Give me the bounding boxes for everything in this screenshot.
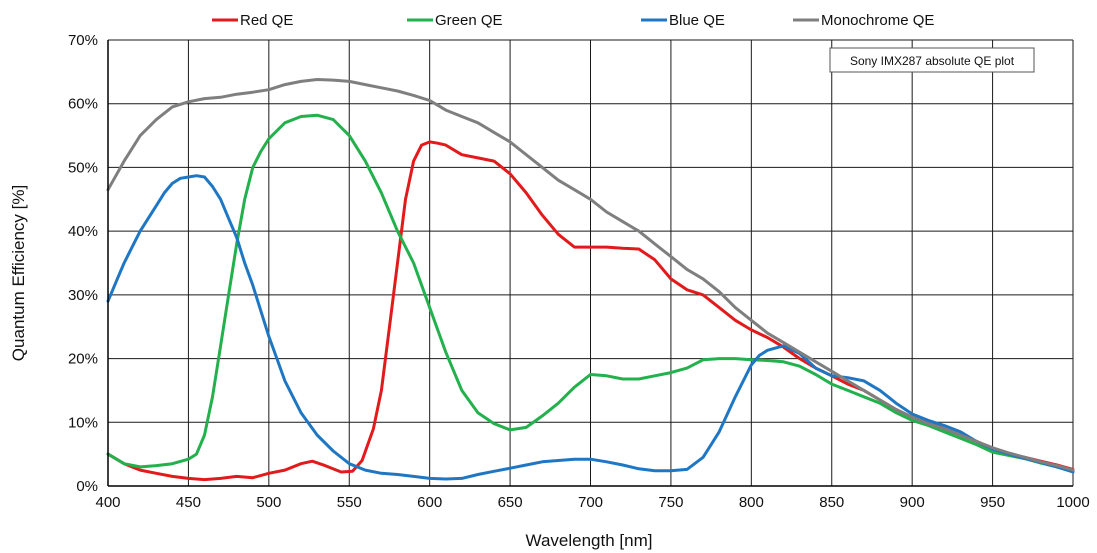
legend-label-red-qe: Red QE: [240, 12, 293, 29]
y-tick-label: 10%: [68, 414, 98, 431]
legend-label-blue-qe: Blue QE: [669, 12, 725, 29]
blue-qe-line: [106, 174, 1075, 481]
x-tick-label: 950: [980, 494, 1005, 511]
y-tick-labels: 0% 10% 20% 30% 40% 50% 60% 70%: [68, 32, 98, 495]
x-tick-label: 600: [417, 494, 442, 511]
annotation-box: Sony IMX287 absolute QE plot: [829, 47, 1035, 73]
x-tick-label: 550: [337, 494, 362, 511]
y-tick-label: 20%: [68, 351, 98, 368]
legend-label-green-qe: Green QE: [435, 12, 503, 29]
x-tick-label: 400: [95, 494, 120, 511]
legend-label-monochrome-qe: Monochrome QE: [821, 12, 934, 29]
annotation-frame: [829, 47, 1035, 73]
x-axis-title: Wavelength [nm]: [526, 531, 653, 550]
y-tick-label: 70%: [68, 32, 98, 49]
x-tick-label: 850: [819, 494, 844, 511]
x-tick-label: 750: [658, 494, 683, 511]
x-tick-label: 500: [256, 494, 281, 511]
monochrome-qe-line: [106, 78, 1075, 472]
x-tick-label: 650: [498, 494, 523, 511]
annotation-label: Sony IMX287 absolute QE plot: [850, 54, 1015, 68]
green-qe-line: [106, 113, 1075, 473]
x-tick-label: 900: [900, 494, 925, 511]
plot-frame: [107, 40, 1073, 487]
series-lines: [106, 78, 1075, 482]
legend: Red QE Green QE Blue QE Monochrome QE: [212, 12, 934, 29]
x-tick-label: 700: [578, 494, 603, 511]
y-axis-title: Quantum Efficiency [%]: [9, 185, 28, 361]
x-tick-labels: 400 450 500 550 600 650 700 750 800 850 900 950 1000: [95, 494, 1089, 511]
y-tick-label: 50%: [68, 159, 98, 176]
y-tick-label: 30%: [68, 287, 98, 304]
y-tick-label: 40%: [68, 223, 98, 240]
x-tick-label: 450: [176, 494, 201, 511]
x-tick-label: 1000: [1056, 494, 1089, 511]
y-tick-label: 0%: [76, 478, 98, 495]
y-tick-label: 60%: [68, 96, 98, 113]
x-tick-label: 800: [739, 494, 764, 511]
